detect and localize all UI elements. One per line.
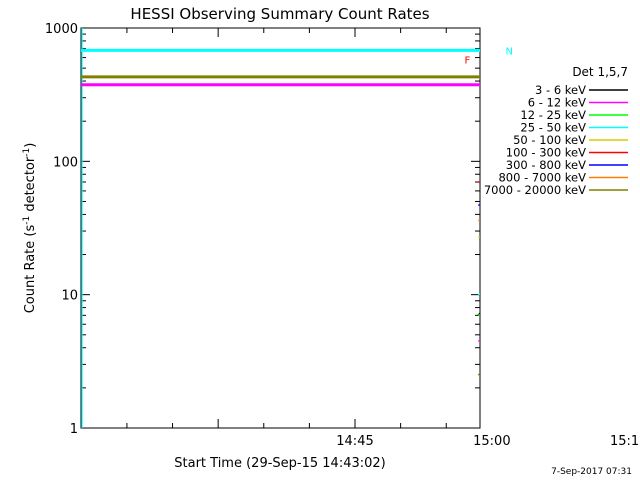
y-tick-label: 1 — [70, 422, 78, 437]
legend-label: 12 - 25 keV — [520, 108, 586, 122]
x-tick-label: 14:45 — [336, 434, 373, 449]
legend-label: 3 - 6 keV — [535, 83, 586, 97]
legend-label: 25 - 50 keV — [520, 121, 586, 135]
y-axis-label: Count Rate (s-1 detector-1) — [22, 143, 38, 314]
series-line — [478, 236, 480, 238]
legend-label: 6 - 12 keV — [528, 96, 586, 110]
y-tick-label: 100 — [53, 155, 78, 170]
x-axis-label: Start Time (29-Sep-15 14:43:02) — [174, 456, 385, 471]
footer-date: 7-Sep-2017 07:31 — [551, 467, 632, 477]
legend-label: 50 - 100 keV — [513, 133, 586, 147]
series-line — [477, 293, 480, 296]
chart-title: HESSI Observing Summary Count Rates — [130, 5, 429, 23]
legend-label: 7000 - 20000 keV — [484, 183, 586, 197]
legend-label: 300 - 800 keV — [506, 158, 586, 172]
x-tick-label: 15:00 — [473, 434, 510, 449]
series-line — [478, 314, 480, 316]
series-line — [477, 372, 480, 376]
x-tick-label: 15:15 — [610, 434, 640, 449]
y-tick-label: 1000 — [45, 22, 78, 37]
y-tick-label: 10 — [61, 289, 78, 304]
flag-label: N — [506, 46, 513, 57]
legend-label: 100 - 300 keV — [506, 146, 586, 160]
plot-frame — [80, 27, 481, 429]
data-group — [81, 28, 480, 428]
legend-label: 800 - 7000 keV — [498, 171, 586, 185]
plot-area: 110100100014:4515:0015:1515:3015:4516:00… — [45, 22, 640, 449]
legend-title: Det 1,5,7 — [572, 65, 628, 79]
flag-label: F — [464, 56, 470, 67]
